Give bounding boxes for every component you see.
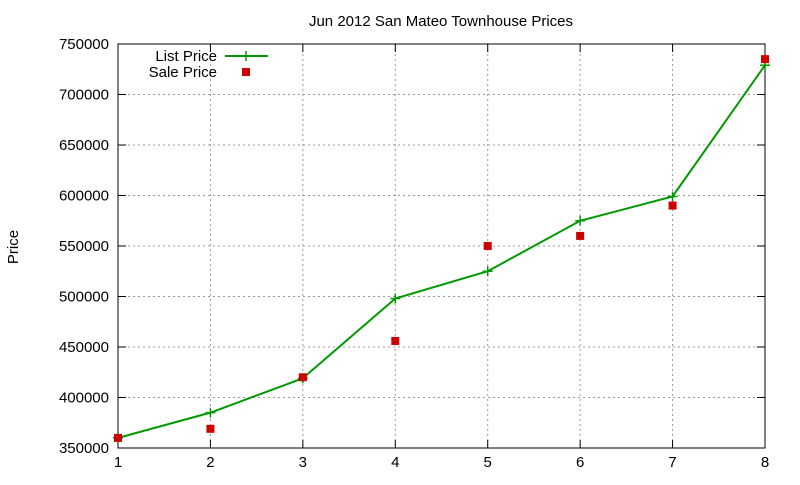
x-tick-label: 8 [761,454,769,471]
y-tick-label: 450000 [59,339,109,356]
list-price-point [575,215,586,226]
x-tick-label: 2 [206,454,214,471]
x-tick-label: 6 [576,454,584,471]
chart-title: Jun 2012 San Mateo Townhouse Prices [309,13,573,30]
sale-price-point [206,424,215,433]
y-tick-label: 500000 [59,289,109,306]
y-tick-label: 700000 [59,87,109,104]
sale-price-point [391,336,400,345]
sale-price-point [668,201,677,210]
sale-price-point [114,433,122,442]
series-1 [113,60,770,443]
list-price-point [205,407,216,418]
x-tick-label: 4 [391,454,399,471]
plot-border [117,43,766,449]
list-price-line [117,64,766,439]
list-price-point [667,191,678,202]
y-tick-label: 650000 [59,137,109,154]
list-price-point [390,293,401,304]
x-tick-label: 5 [484,454,492,471]
series-2 [114,55,769,442]
sale-price-point [761,55,769,64]
legend-swatch-marker [241,51,251,61]
list-price-point [482,266,493,277]
x-tick-label: 1 [114,454,122,471]
legend-label: List Price [155,48,217,65]
sale-price-point [298,373,307,382]
sale-price-point [483,242,492,250]
y-tick-label: 400000 [59,390,109,407]
axis-ticks: 350000 400000 450000 500000 550000 600000 6500… [59,36,769,471]
x-tick-label: 7 [668,454,676,471]
y-tick-label: 600000 [59,188,109,205]
legend-swatch-square [242,68,250,76]
series-layer [113,55,770,443]
sale-price-point [576,231,585,240]
y-tick-label: 550000 [59,238,109,255]
y-tick-label: 750000 [59,36,109,53]
grid [118,44,765,448]
x-tick-label: 3 [299,454,307,471]
y-axis-label: Price [5,230,22,264]
y-tick-label: 350000 [59,440,109,457]
legend-label: Sale Price [149,64,217,81]
